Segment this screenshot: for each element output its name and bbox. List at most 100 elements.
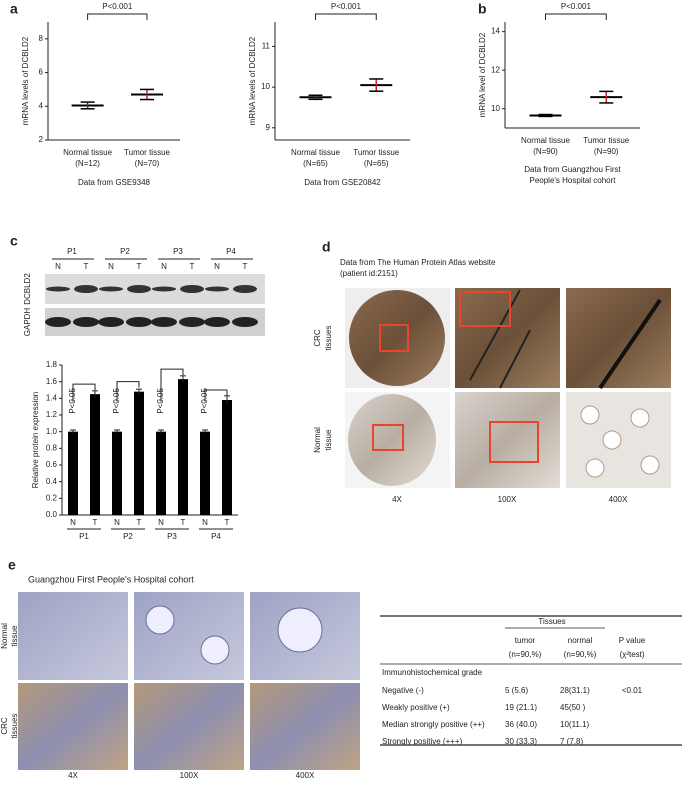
p-value: P<0.001 bbox=[561, 2, 592, 11]
table-cell: 28(31.1) bbox=[560, 686, 590, 695]
lane-label: T bbox=[84, 262, 89, 271]
group-n: (N=12) bbox=[75, 159, 100, 168]
column-label: 400X bbox=[609, 495, 628, 504]
y-axis-title: Relative protein expression bbox=[31, 392, 40, 489]
lane-label: T bbox=[93, 518, 98, 527]
lane-label: T bbox=[243, 262, 248, 271]
panel-label: b bbox=[478, 1, 487, 17]
data-source: Data from GSE20842 bbox=[304, 178, 381, 187]
patient-label: P4 bbox=[226, 247, 236, 256]
y-tick-label: 1.8 bbox=[46, 360, 58, 369]
blot-band bbox=[204, 317, 230, 327]
patient-label: P2 bbox=[120, 247, 130, 256]
y-tick-label: 14 bbox=[491, 27, 500, 36]
western-blot bbox=[45, 274, 265, 336]
protein-label: GAPDH bbox=[23, 308, 32, 337]
lane-label: T bbox=[137, 262, 142, 271]
lane-label: T bbox=[181, 518, 186, 527]
table-cell: 30 (33.3) bbox=[505, 737, 537, 746]
x-tick-label: Tumor tissue bbox=[353, 148, 399, 157]
y-tick-label: 10 bbox=[261, 82, 270, 91]
table-subheader: (χ²test) bbox=[619, 650, 644, 659]
significance-bracket bbox=[87, 13, 148, 20]
row-label: tissue bbox=[10, 625, 19, 646]
lane-label: T bbox=[190, 262, 195, 271]
lane-label: N bbox=[214, 262, 220, 271]
group-n: (N=90) bbox=[594, 147, 619, 156]
significance-bracket bbox=[72, 383, 96, 402]
y-tick-label: 11 bbox=[262, 42, 271, 51]
lane-label: T bbox=[225, 518, 230, 527]
panel-title: (patient id:2151) bbox=[340, 269, 398, 278]
p-value: P<0.001 bbox=[331, 2, 362, 11]
y-tick-label: 1.2 bbox=[46, 410, 58, 419]
data-source: Data from Guangzhou First bbox=[524, 165, 621, 174]
y-tick-label: 9 bbox=[266, 123, 271, 132]
y-tick-label: 0.2 bbox=[46, 493, 58, 502]
bar bbox=[156, 431, 166, 515]
x-tick-label: Tumor tissue bbox=[583, 136, 629, 145]
group-n: (N=90) bbox=[533, 147, 558, 156]
y-axis-title: mRNA level of DCBLD2 bbox=[478, 32, 487, 117]
group-label: P4 bbox=[211, 532, 221, 541]
y-tick-label: 2 bbox=[39, 135, 44, 144]
y-tick-label: 6 bbox=[39, 68, 44, 77]
bar bbox=[200, 431, 210, 515]
y-tick-label: 4 bbox=[39, 101, 44, 110]
y-tick-label: 0.6 bbox=[46, 460, 58, 469]
blot-band bbox=[179, 317, 205, 327]
blot-band bbox=[151, 317, 177, 327]
y-tick-label: 1.6 bbox=[46, 377, 58, 386]
row-label: CRC bbox=[313, 329, 322, 347]
column-label: 100X bbox=[180, 771, 199, 780]
lane-label: N bbox=[108, 262, 114, 271]
blot-band bbox=[46, 286, 70, 292]
table-subheader: (n=90,%) bbox=[509, 650, 542, 659]
x-tick-label: Normal tissue bbox=[63, 148, 112, 157]
row-label: tissues bbox=[324, 326, 333, 351]
y-tick-label: 1.4 bbox=[46, 393, 58, 402]
lane-label: N bbox=[161, 262, 167, 271]
x-tick-label: Normal tissue bbox=[291, 148, 340, 157]
panel-label: e bbox=[8, 557, 16, 573]
table-cell: Negative (-) bbox=[382, 686, 424, 695]
panel-title: Data from The Human Protein Atlas websit… bbox=[340, 258, 496, 267]
row-label: tissues bbox=[10, 714, 19, 739]
lane-label: N bbox=[202, 518, 208, 527]
blot-band bbox=[73, 317, 99, 327]
table-cell: Median strongly positive (++) bbox=[382, 720, 485, 729]
x-tick-label: Tumor tissue bbox=[124, 148, 170, 157]
table-header: normal bbox=[568, 636, 593, 645]
blot-band bbox=[99, 286, 123, 292]
table-cell: 5 (5.6) bbox=[505, 686, 528, 695]
patient-label: P1 bbox=[67, 247, 77, 256]
panel-label: c bbox=[10, 233, 18, 249]
table-cell: 45(50 ) bbox=[560, 703, 586, 712]
blot-band bbox=[232, 317, 258, 327]
table-header: P value bbox=[619, 636, 646, 645]
table-section: Immunohistochemical grade bbox=[382, 668, 483, 677]
data-source: Data from GSE9348 bbox=[78, 178, 151, 187]
column-label: 4X bbox=[392, 495, 402, 504]
group-label: P2 bbox=[123, 532, 133, 541]
panel-label: a bbox=[10, 1, 18, 17]
table-cell: 36 (40.0) bbox=[505, 720, 537, 729]
table-cell: 10(11.1) bbox=[560, 720, 590, 729]
p-value: P<0.05 bbox=[200, 388, 209, 414]
bar bbox=[68, 431, 78, 515]
blot-band bbox=[45, 317, 71, 327]
column-label: 100X bbox=[498, 495, 517, 504]
significance-bracket bbox=[315, 13, 377, 20]
bar bbox=[178, 379, 188, 515]
data-source: People's Hospital cohort bbox=[529, 176, 616, 185]
y-tick-label: 0.4 bbox=[46, 477, 58, 486]
bar bbox=[222, 400, 232, 515]
row-label: tissue bbox=[324, 429, 333, 450]
table-group-header: Tissues bbox=[538, 617, 565, 626]
lane-label: N bbox=[114, 518, 120, 527]
ihc-images-e bbox=[18, 592, 360, 770]
p-value: P<0.001 bbox=[102, 2, 133, 11]
group-n: (N=65) bbox=[303, 159, 328, 168]
group-label: P3 bbox=[167, 532, 177, 541]
